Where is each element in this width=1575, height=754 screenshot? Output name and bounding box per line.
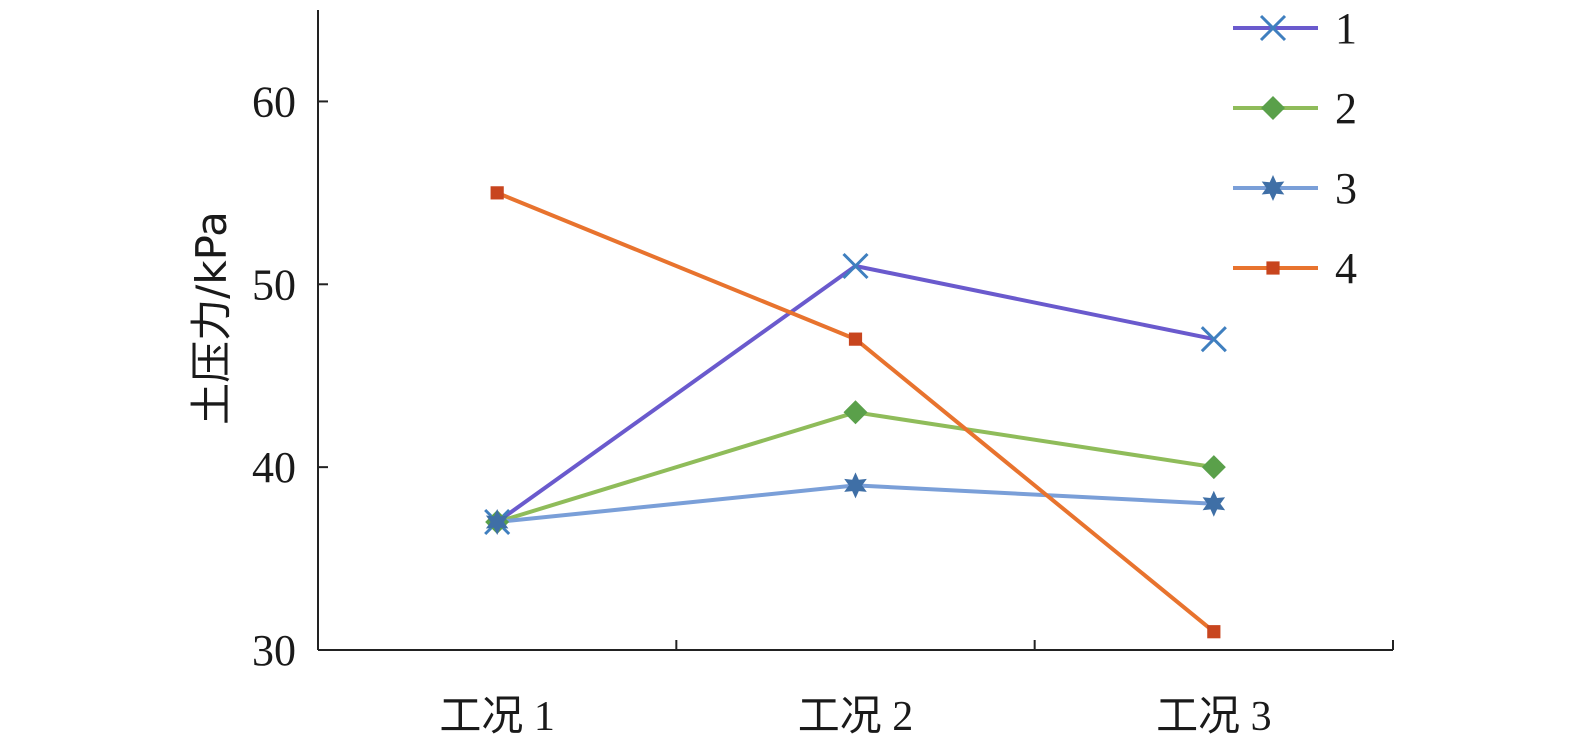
- y-axis-title: 土压力/kPa: [187, 211, 236, 425]
- legend-marker-x-icon: [1259, 14, 1287, 42]
- x-tick-label: 工况 2: [798, 694, 914, 740]
- legend: 1 2 3 4: [1233, 4, 1357, 293]
- y-tick-label: 60: [252, 77, 296, 126]
- data-point-series-1: [1200, 326, 1227, 353]
- legend-label: 2: [1335, 84, 1357, 133]
- legend-marker-star-icon: [1261, 175, 1285, 201]
- data-point-series-2: [843, 400, 868, 425]
- legend-marker-diamond-icon: [1261, 96, 1285, 120]
- axes: [317, 10, 1393, 651]
- x-tick-label: 工况 1: [439, 694, 555, 740]
- data-point-series-4: [490, 186, 504, 200]
- series-markers: [484, 186, 1227, 639]
- data-point-series-3: [844, 472, 867, 499]
- legend-label: 3: [1335, 164, 1357, 213]
- y-tick-label: 30: [252, 626, 296, 675]
- data-point-series-3: [485, 509, 509, 535]
- data-point-series-2: [1201, 455, 1226, 480]
- legend-label: 4: [1335, 244, 1357, 293]
- series-line-2: [496, 410, 1215, 524]
- legend-marker-square-icon: [1266, 261, 1280, 275]
- legend-label: 1: [1335, 4, 1357, 53]
- data-point-series-4: [848, 332, 863, 346]
- y-axis-ticks: 30 40 50 60: [252, 77, 328, 675]
- data-point-series-1: [842, 252, 869, 280]
- y-tick-label: 40: [252, 443, 296, 492]
- data-point-series-3: [1202, 490, 1226, 517]
- y-tick-label: 50: [252, 260, 296, 309]
- x-tick-label: 工况 3: [1156, 694, 1272, 740]
- x-axis-ticks: 工况 1 工况 2 工况 3: [439, 640, 1394, 740]
- data-point-series-4: [1207, 625, 1221, 639]
